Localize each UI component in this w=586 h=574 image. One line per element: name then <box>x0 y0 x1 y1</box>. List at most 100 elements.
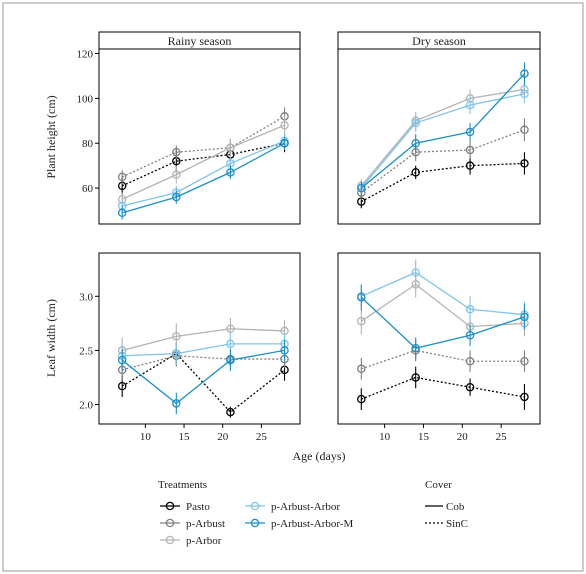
panel-frame <box>98 48 301 225</box>
legend-label-cob: Cob <box>446 501 465 513</box>
legend-swatch-marker <box>165 518 175 528</box>
legend-item-sinc: SinC <box>425 518 468 530</box>
legend-item-p-arbor: p-Arbor <box>160 535 222 547</box>
point-p-arbust-arbor <box>226 339 235 349</box>
x-tick-label: 10 <box>140 431 152 443</box>
point-p-arbust-arbor-m <box>117 208 127 218</box>
legend-swatch-marker <box>165 501 175 511</box>
legend-swatch-marker <box>250 518 260 528</box>
legend-item-cob: Cob <box>425 501 465 513</box>
series-line-p-arbust-arbor-m <box>122 142 285 214</box>
strip-label-rainy: Rainy season <box>168 34 232 48</box>
point-p-arbust <box>357 364 366 374</box>
point-p-arbust-arbor <box>465 100 475 110</box>
point-p-arbust <box>520 125 529 135</box>
x-tick-label: 20 <box>217 431 229 443</box>
point-p-arbust-arbor-m <box>465 331 475 340</box>
panel-leaf-width-rainy: 2.0 2.5 3.0 10 15 20 25 <box>79 252 301 443</box>
point-p-arbust-arbor <box>465 305 475 314</box>
point-p-arbust-arbor-m <box>280 346 289 355</box>
legend-item-p-arbust-arbor-m: p-Arbust-Arbor-M <box>245 518 353 530</box>
series-line-pasto <box>361 162 525 203</box>
point-p-arbust-arbor-m <box>172 399 181 408</box>
point-p-arbust-arbor <box>520 89 529 99</box>
series-line-pasto <box>121 352 285 413</box>
point-p-arbust-arbor-m <box>411 138 420 148</box>
point-p-arbust <box>465 145 475 155</box>
point-p-arbust-arbor-m <box>520 69 529 78</box>
point-p-arbust <box>465 356 475 366</box>
x-tick-label: 15 <box>179 431 191 443</box>
y-tick-label: 60 <box>82 183 94 195</box>
legend-swatch-marker <box>165 535 175 545</box>
point-p-arbust <box>172 147 181 157</box>
point-pasto <box>520 159 529 168</box>
series-line-pasto <box>361 376 525 400</box>
y-tick-label: 3.0 <box>79 291 93 303</box>
panel-plant-height-dry <box>337 48 541 225</box>
legend: Treatments Pasto p-Arbust p-Arbor p-Arbu… <box>158 479 468 547</box>
series-line-p-arbor <box>360 88 525 187</box>
series-line-p-arbust-arbor-m <box>121 349 285 405</box>
x-tick-label: 15 <box>418 431 430 443</box>
y-axis-title-plant-height: Plant height (cm) <box>44 95 58 178</box>
series-line-p-arbust <box>360 129 525 194</box>
panel-leaf-width-dry: 10 15 20 25 <box>337 252 541 443</box>
legend-item-pasto: Pasto <box>160 501 210 513</box>
legend-swatch-marker <box>250 501 260 511</box>
point-p-arbor <box>226 324 235 334</box>
series-line-p-arbust-arbor <box>122 140 285 207</box>
series-line-p-arbust <box>122 355 285 371</box>
y-tick-label: 80 <box>82 138 94 150</box>
point-pasto <box>357 394 366 404</box>
point-p-arbust-arbor-m <box>411 343 420 353</box>
series-line-p-arbust <box>361 349 525 370</box>
x-tick-label: 25 <box>496 431 508 443</box>
legend-title-cover: Cover <box>425 479 452 491</box>
point-p-arbust-arbor <box>411 268 420 277</box>
point-p-arbust-arbor-m <box>465 127 475 137</box>
legend-label-p-arbust: p-Arbust <box>186 518 225 530</box>
point-p-arbor <box>172 170 181 179</box>
series-line-p-arbust-arbor-m <box>360 73 525 189</box>
x-axis-title: Age (days) <box>293 449 346 463</box>
x-tick-label: 25 <box>256 431 268 443</box>
point-p-arbor <box>172 332 181 341</box>
series-line-p-arbust-arbor-m <box>360 296 525 349</box>
point-pasto <box>411 373 420 382</box>
x-tick-label: 10 <box>379 431 391 443</box>
series-line-p-arbor <box>121 124 285 200</box>
point-p-arbust <box>520 356 529 366</box>
panel-plant-height-rainy: 60 80 100 120 <box>77 48 301 225</box>
point-pasto <box>226 407 235 417</box>
point-p-arbust-arbor-m <box>357 183 366 193</box>
legend-label-sinc: SinC <box>446 518 468 530</box>
point-p-arbust <box>117 172 127 182</box>
panel-frame <box>337 48 541 225</box>
point-p-arbust-arbor-m <box>520 312 529 322</box>
point-p-arbor <box>357 316 366 326</box>
series-line-p-arbor <box>122 328 285 352</box>
point-p-arbust-arbor <box>172 349 181 358</box>
point-p-arbust-arbor-m <box>226 355 235 365</box>
series-line-pasto <box>121 142 285 187</box>
legend-label-p-arbor: p-Arbor <box>186 535 222 547</box>
legend-label-p-arbust-arbor-m: p-Arbust-Arbor-M <box>271 518 353 530</box>
series-line-p-arbust-arbor <box>361 271 525 316</box>
point-p-arbor <box>226 143 235 152</box>
y-tick-label: 120 <box>77 48 94 60</box>
panel-frame <box>337 252 541 425</box>
point-p-arbust-arbor-m <box>226 168 235 177</box>
series-line-p-arbor <box>360 283 525 328</box>
y-tick-label: 2.5 <box>79 345 93 357</box>
strip-label-dry: Dry season <box>412 34 466 48</box>
series-line-p-arbust-arbor <box>122 343 285 357</box>
point-p-arbust-arbor-m <box>280 138 289 148</box>
plot-panels: 60 80 100 120 2.0 2.5 3.0 10 15 20 25 10 15 20 25 <box>77 48 541 443</box>
point-pasto <box>411 168 420 177</box>
point-pasto <box>465 382 475 392</box>
point-p-arbust-arbor <box>411 118 420 128</box>
point-p-arbust-arbor-m <box>172 192 181 202</box>
